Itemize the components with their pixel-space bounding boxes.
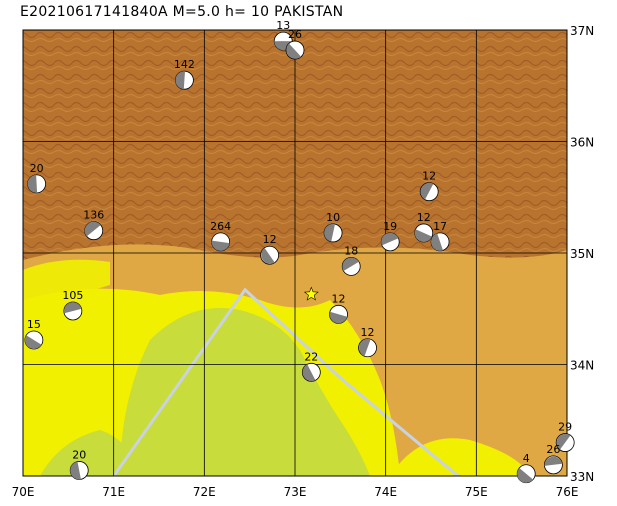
longitude-label: 74E [374,485,397,499]
latitude-labels: 37N 36N 35N 34N 33N [570,24,594,484]
longitude-label: 72E [193,485,216,499]
event-label: 15 [27,318,41,331]
event-label: 136 [83,209,104,222]
beachball: 264 [210,220,231,252]
beachball: 136 [83,209,104,241]
latitude-label: 35N [570,247,594,261]
event-label: 13 [276,19,290,32]
longitude-label: 75E [465,485,488,499]
plain-green-region [120,308,370,476]
beachball: 20 [69,448,89,480]
event-label: 12 [422,170,436,183]
beachball: 19 [380,220,400,252]
beachball: 12 [414,211,434,243]
valley-patch [23,259,110,310]
event-label: 142 [174,58,195,71]
event-label: 22 [304,350,318,363]
event-label: 26 [546,443,560,456]
longitude-label: 76E [556,485,579,499]
map-title: E20210617141840A M=5.0 h= 10 PAKISTAN [20,4,344,20]
event-label: 26 [288,28,302,41]
longitude-label: 70E [12,485,35,499]
beachball: 12 [419,170,439,202]
beachball: 15 [24,318,44,350]
event-label: 10 [326,211,340,224]
beachball: 12 [358,326,377,358]
border-line [112,287,460,476]
longitude-labels: 70E 71E 72E 73E 74E 75E 76E [12,485,579,499]
event-label: 4 [523,452,530,465]
latitude-label: 33N [570,470,594,484]
event-label: 20 [30,162,44,175]
event-label: 18 [344,244,358,257]
beachball: 22 [301,350,321,382]
longitude-label: 73E [284,485,307,499]
event-label: 12 [332,292,346,305]
beachball: 17 [430,220,450,252]
map-frame [22,29,568,477]
beachball: 142 [174,58,195,90]
event-label: 105 [62,289,83,302]
event-label: 20 [72,448,86,461]
beachball: 105 [62,289,83,321]
event-label: 12 [361,326,375,339]
epicenter-star [303,286,319,301]
beachball: 29 [555,421,575,452]
epicenter-marker [303,286,319,301]
latitude-label: 37N [570,24,594,38]
beachball: 12 [260,233,280,265]
beachball: 10 [323,211,343,243]
event-label: 29 [558,421,572,434]
event-label: 12 [417,211,431,224]
latitude-label: 36N [570,136,594,150]
beachball: 26 [285,28,305,60]
beachball: 12 [329,292,348,324]
focal-mechanisms: 1326142136264121018122212191217121051520… [24,19,575,484]
event-label: 17 [433,220,447,233]
latitude-label: 34N [570,359,594,373]
longitude-label: 71E [102,485,125,499]
beachball: 4 [516,452,536,484]
event-label: 264 [210,220,231,233]
event-label: 19 [383,220,397,233]
event-label: 12 [263,233,277,246]
beachball: 18 [341,244,361,276]
beachball: 20 [27,162,46,194]
plain-green-region-west [40,430,140,476]
beachball: 26 [544,443,563,475]
graticule [23,30,567,476]
